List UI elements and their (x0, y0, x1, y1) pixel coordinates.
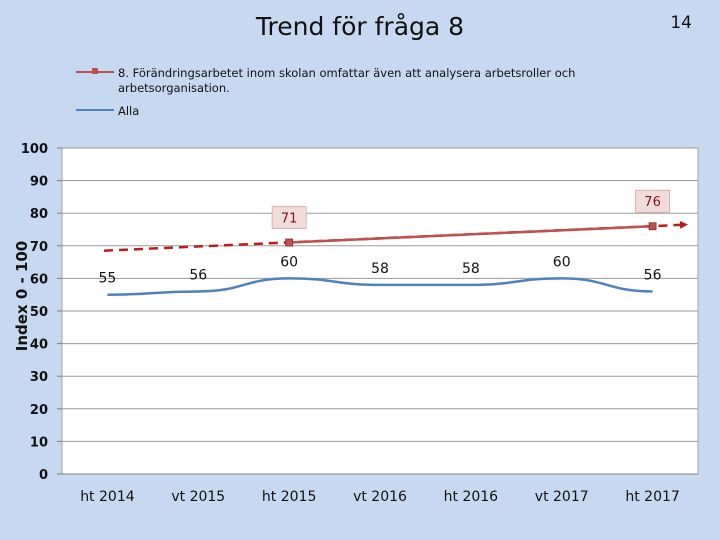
data-point-question-8 (648, 222, 657, 231)
y-tick-label: 60 (30, 272, 48, 287)
page-number: 14 (670, 13, 692, 33)
data-label-question-8: 76 (644, 195, 661, 210)
legend-entry-alla: Alla (76, 104, 598, 119)
data-label-alla: 58 (462, 261, 480, 277)
y-tick-label: 20 (30, 403, 48, 418)
data-label-question-8: 71 (281, 212, 298, 227)
x-tick-label: ht 2014 (80, 489, 135, 505)
y-tick-label: 100 (21, 142, 48, 157)
y-tick-label: 0 (39, 468, 48, 483)
x-tick-label: vt 2017 (535, 489, 589, 505)
y-tick-label: 40 (30, 338, 48, 353)
y-tick-label: 10 (30, 435, 48, 450)
data-label-box-question-8 (635, 189, 670, 213)
y-tick-label: 70 (30, 240, 48, 255)
data-label-alla: 55 (99, 271, 117, 287)
chart-title: Trend för fråga 8 (255, 12, 465, 41)
data-label-alla: 60 (553, 254, 571, 270)
data-label-alla: 60 (280, 254, 298, 270)
data-label-alla: 56 (644, 267, 662, 283)
x-tick-label: ht 2016 (444, 489, 499, 505)
x-tick-label: vt 2015 (171, 489, 225, 505)
series-line-question-8 (289, 224, 653, 244)
legend-swatch-question-8 (76, 66, 114, 78)
y-tick-label: 30 (30, 370, 48, 385)
y-tick-label: 90 (30, 175, 48, 190)
data-label-alla: 58 (371, 261, 389, 277)
data-label-box-question-8 (271, 206, 307, 229)
legend-label-alla: Alla (118, 104, 140, 118)
legend-swatch-alla (76, 104, 114, 116)
y-tick-label: 80 (30, 207, 48, 222)
y-tick-label: 50 (30, 305, 48, 320)
x-tick-label: ht 2017 (625, 489, 679, 505)
data-label-alla: 56 (189, 267, 207, 283)
legend-entry-question-8: 8. Förändringsarbetet inom skolan omfatt… (76, 66, 598, 96)
x-tick-label: ht 2015 (262, 489, 316, 505)
x-tick-label: vt 2016 (353, 489, 407, 505)
legend-label-question-8: 8. Förändringsarbetet inom skolan omfatt… (118, 66, 576, 95)
series-line-alla (107, 277, 653, 296)
data-point-question-8 (285, 238, 294, 247)
